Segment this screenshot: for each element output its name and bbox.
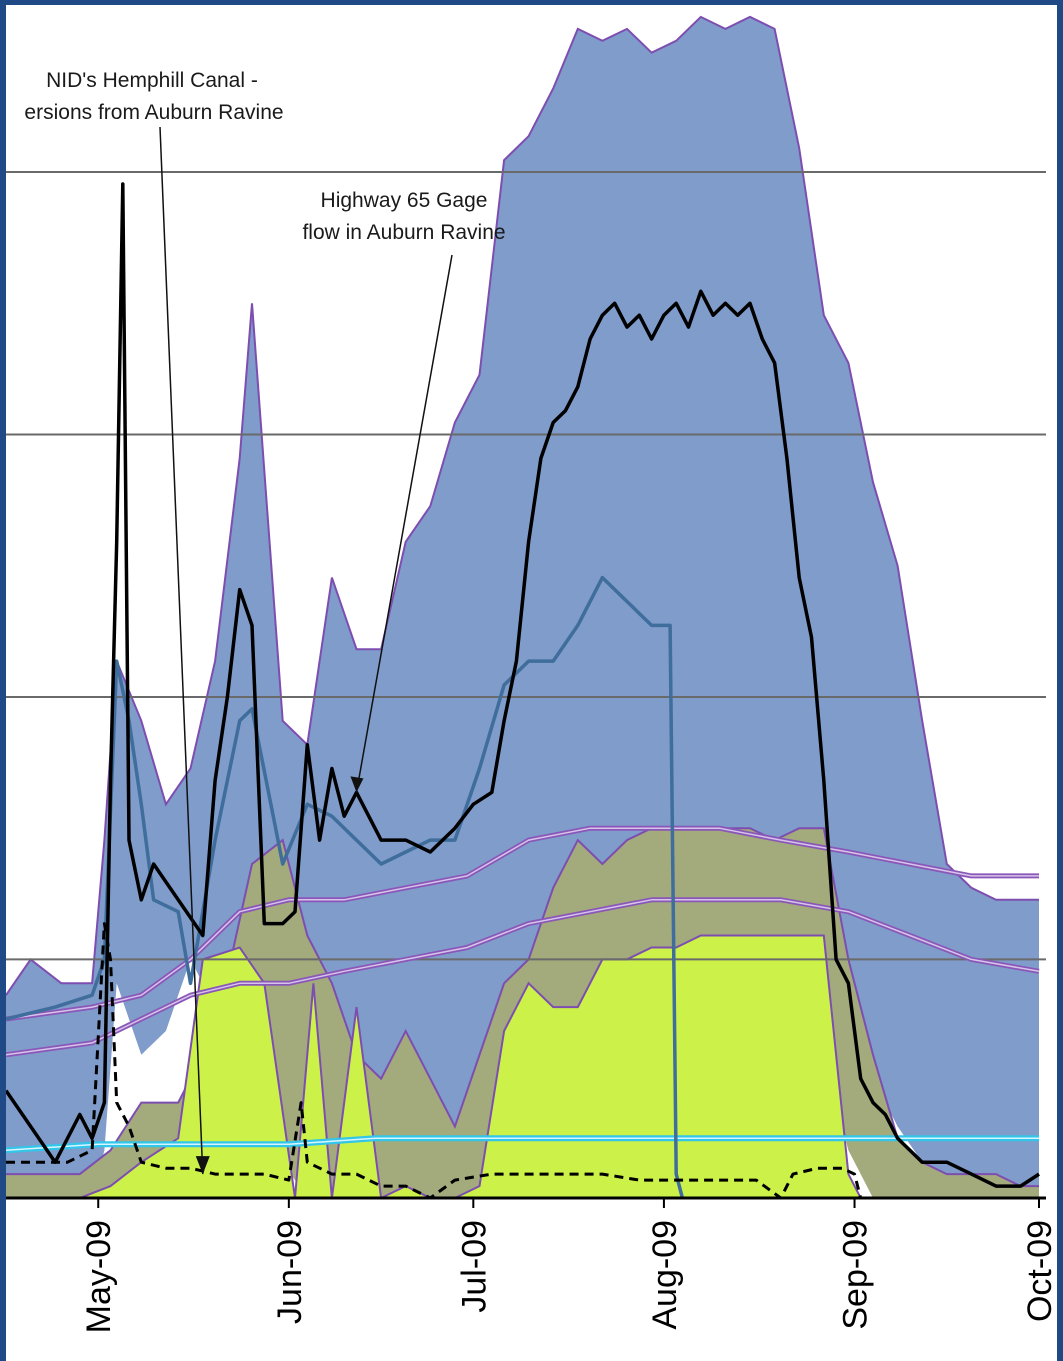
- x-tick-label-jun-09: Jun-09: [271, 1220, 309, 1324]
- x-tick-label-aug-09: Aug-09: [646, 1220, 684, 1330]
- series-highway-65-gage-flow-in-auburn-ravine: [6, 182, 1040, 1188]
- annotation-hemphill-line-1: NID's Hemphill Canal -: [46, 69, 258, 92]
- series-cyan-baseline-highlight: [6, 1137, 1039, 1152]
- x-tick-label-may-09: May-09: [80, 1220, 118, 1333]
- band-inner-range: [6, 935, 1039, 1198]
- annotation-hemphill-line-2: ersions from Auburn Ravine: [24, 101, 283, 124]
- series-purple-lower-highlight: [6, 899, 1040, 1056]
- gridlines: [6, 171, 1046, 961]
- chart-svg: May-09 Jun-09 Jul-09 Aug-09 Sep-09 Oct-09 NID…: [6, 15, 1057, 1333]
- x-tick-label-sep-09: Sep-09: [837, 1220, 875, 1330]
- annotation-hemphill-pointer: [159, 126, 204, 1175]
- band-edge-outer-range: [6, 15, 1039, 996]
- series-lines: [6, 182, 1040, 1200]
- annotation-gage-arrowhead: [350, 776, 364, 793]
- band-edge-inner-range: [6, 934, 1039, 1200]
- annotations: NID's Hemphill Canal - ersions from Aubu…: [24, 69, 506, 1175]
- chart-frame: May-09 Jun-09 Jul-09 Aug-09 Sep-09 Oct-09 NID…: [6, 5, 1057, 1361]
- x-axis: May-09 Jun-09 Jul-09 Aug-09 Sep-09 Oct-09: [6, 1196, 1057, 1333]
- annotation-hemphill-arrowhead: [195, 1156, 210, 1175]
- series-gage-blue: [6, 575, 685, 1199]
- annotation-gage-line-1: Highway 65 Gage: [321, 189, 488, 212]
- x-tick-label-jul-09: Jul-09: [455, 1220, 493, 1313]
- annotation-gage-pointer: [355, 254, 453, 793]
- series-purple-trend-highlight: [6, 827, 1039, 1020]
- annotation-gage-line-2: flow in Auburn Ravine: [302, 221, 505, 244]
- x-tick-label-oct-09: Oct-09: [1021, 1220, 1057, 1322]
